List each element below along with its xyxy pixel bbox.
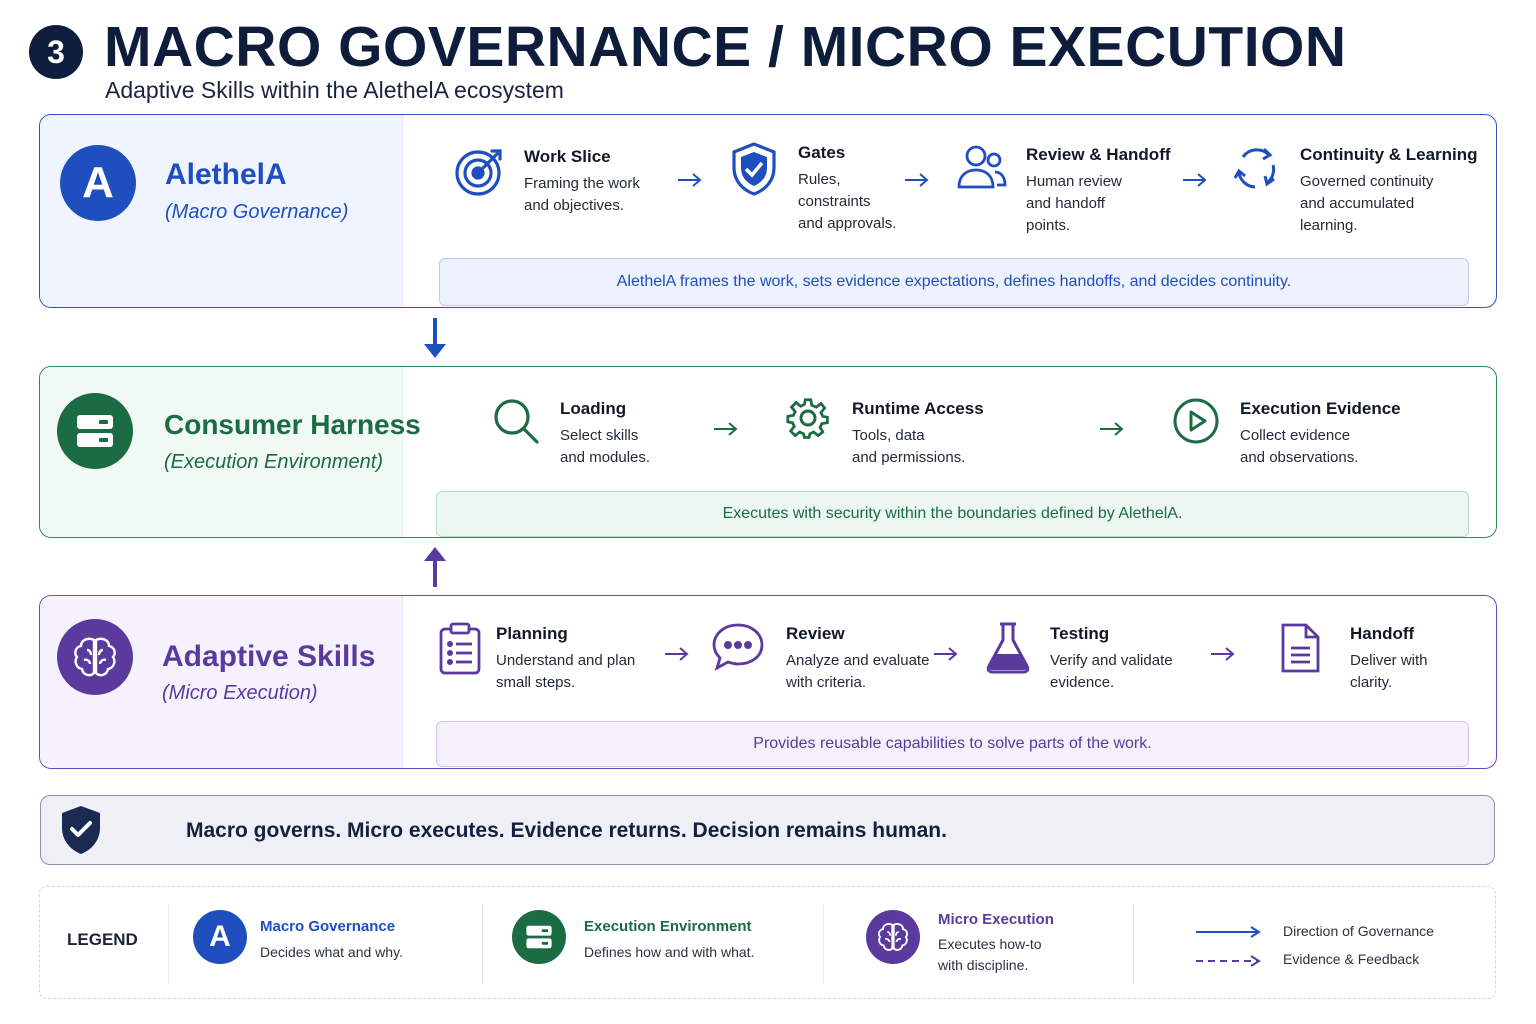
step-description: Governed continuity and accumulated learni… (1300, 173, 1434, 234)
arrow-right-icon (665, 647, 689, 661)
step-title: Planning (496, 624, 568, 643)
exec-layer-subtitle: (Execution Environment) (164, 451, 383, 473)
legend-item-desc: Decides what and why. (260, 944, 403, 960)
arrow-right-icon (678, 173, 702, 187)
legend-divider (168, 905, 169, 983)
micro-step-planning: Planning Understand and plan small steps. (432, 622, 635, 694)
micro-layer-header: Adaptive Skills (Micro Execution) (40, 596, 403, 768)
governance-down-arrow-icon (424, 318, 446, 358)
solid-arrow-icon (1196, 926, 1261, 938)
legend-item-head: Micro Execution (938, 911, 1054, 928)
document-icon (1272, 622, 1328, 678)
step-title: Review & Handoff (1026, 145, 1171, 164)
step-title: Work Slice (524, 147, 611, 166)
step-title: Execution Evidence (1240, 399, 1401, 418)
micro-step-handoff: Handoff Deliver with clarity. (1272, 622, 1428, 694)
macro-step-gates: Gates Rules, constraints and approvals. (726, 141, 896, 235)
legend-line-label: Evidence & Feedback (1283, 951, 1420, 967)
exec-summary-banner: Executes with security within the bounda… (436, 491, 1469, 537)
step-description: Collect evidence and observations. (1240, 427, 1359, 466)
macro-step-continuity-learning: Continuity & Learning Governed continuit… (1228, 143, 1478, 237)
server-stack-icon (512, 910, 566, 964)
macro-step-review-handoff: Review & Handoff Human review and handoff… (954, 143, 1171, 237)
step-description: Human review and handoff points. (1026, 173, 1122, 234)
gear-icon (780, 397, 836, 453)
dashed-arrow-icon (1196, 955, 1261, 967)
shield-check-icon (62, 806, 100, 854)
step-title: Runtime Access (852, 399, 984, 418)
exec-layer-name: Consumer Harness (164, 409, 421, 440)
legend-divider (823, 905, 824, 983)
alethela-logo-icon: A (193, 910, 247, 964)
step-title: Loading (560, 399, 627, 418)
page-title: MACRO GOVERNANCE / MICRO EXECUTION (104, 15, 1347, 79)
shield-check-icon (726, 141, 782, 197)
step-description: Select skills and modules. (560, 427, 651, 466)
section-number-badge: 3 (29, 25, 83, 79)
legend-item-head: Execution Environment (584, 918, 752, 935)
principle-text: Macro governs. Micro executes. Evidence … (186, 819, 947, 842)
legend-item-desc: Executes how-to with discipline. (938, 936, 1042, 973)
evidence-up-arrow-icon (424, 547, 446, 587)
step-description: Understand and plan small steps. (496, 652, 636, 691)
micro-step-testing: Testing Verify and validate evidence. (980, 622, 1173, 694)
legend-line-label: Direction of Governance (1283, 923, 1434, 939)
step-title: Continuity & Learning (1300, 145, 1478, 164)
step-title: Testing (1050, 624, 1110, 643)
chat-bubble-icon (710, 622, 766, 678)
brain-icon (866, 910, 920, 964)
legend-divider (1133, 905, 1134, 983)
macro-step-work-slice: Work Slice Framing the work and objective… (452, 145, 640, 217)
micro-step-review: Review Analyze and evaluate with criteria… (710, 622, 929, 694)
step-description: Verify and validate evidence. (1050, 652, 1173, 691)
micro-layer-name: Adaptive Skills (162, 640, 376, 673)
brain-icon (57, 619, 133, 695)
exec-layer-header: Consumer Harness (Execution Environment) (40, 367, 421, 537)
macro-summary-banner: AlethelA frames the work, sets evidence … (439, 258, 1469, 306)
server-stack-icon (57, 393, 133, 469)
micro-summary-banner: Provides reusable capabilities to solve … (436, 721, 1469, 767)
exec-step-execution-evidence: Execution Evidence Collect evidence and o… (1168, 397, 1401, 469)
step-description: Rules, constraints and approvals. (798, 171, 897, 232)
page-subtitle: Adaptive Skills within the AlethelA ecos… (105, 77, 564, 103)
macro-layer-header: A AlethelA (Macro Governance) (40, 115, 403, 307)
legend-item-head: Macro Governance (260, 918, 396, 935)
step-description: Analyze and evaluate with criteria. (786, 652, 930, 691)
arrow-right-icon (1100, 422, 1124, 436)
legend-divider (482, 905, 483, 983)
alethela-logo-icon: A (60, 145, 136, 221)
arrow-right-icon (1183, 173, 1207, 187)
arrow-right-icon (714, 422, 738, 436)
execution-environment-layer: Consumer Harness (Execution Environment)… (39, 366, 1497, 538)
legend-item-desc: Defines how and with what. (584, 944, 755, 960)
legend-title: LEGEND (67, 930, 138, 949)
micro-layer-subtitle: (Micro Execution) (162, 682, 318, 704)
macro-layer-subtitle: (Macro Governance) (165, 201, 349, 223)
people-icon (954, 143, 1010, 199)
step-description: Tools, data and permissions. (852, 427, 966, 466)
step-description: Deliver with clarity. (1350, 652, 1428, 691)
play-circle-icon (1168, 397, 1224, 453)
step-title: Gates (798, 143, 846, 162)
step-title: Handoff (1350, 624, 1415, 643)
flask-icon (980, 622, 1036, 678)
step-title: Review (786, 624, 845, 643)
principle-banner: Macro governs. Micro executes. Evidence … (40, 795, 1495, 865)
clipboard-list-icon (432, 622, 488, 678)
micro-execution-layer: Adaptive Skills (Micro Execution) Planni… (39, 595, 1497, 769)
arrow-right-icon (905, 173, 929, 187)
refresh-cycle-icon (1228, 143, 1284, 199)
arrow-right-icon (1211, 647, 1235, 661)
legend-panel: LEGEND A Macro Governance Decides what a… (39, 886, 1496, 999)
exec-step-runtime-access: Runtime Access Tools, data and permission… (780, 397, 984, 469)
search-icon (488, 397, 544, 453)
macro-layer-name: AlethelA (165, 158, 287, 191)
exec-step-loading: Loading Select skills and modules. (488, 397, 650, 469)
step-description: Framing the work and objectives. (524, 175, 640, 214)
arrow-right-icon (934, 647, 958, 661)
target-icon (452, 145, 508, 201)
macro-governance-layer: A AlethelA (Macro Governance) Work Slice… (39, 114, 1497, 308)
